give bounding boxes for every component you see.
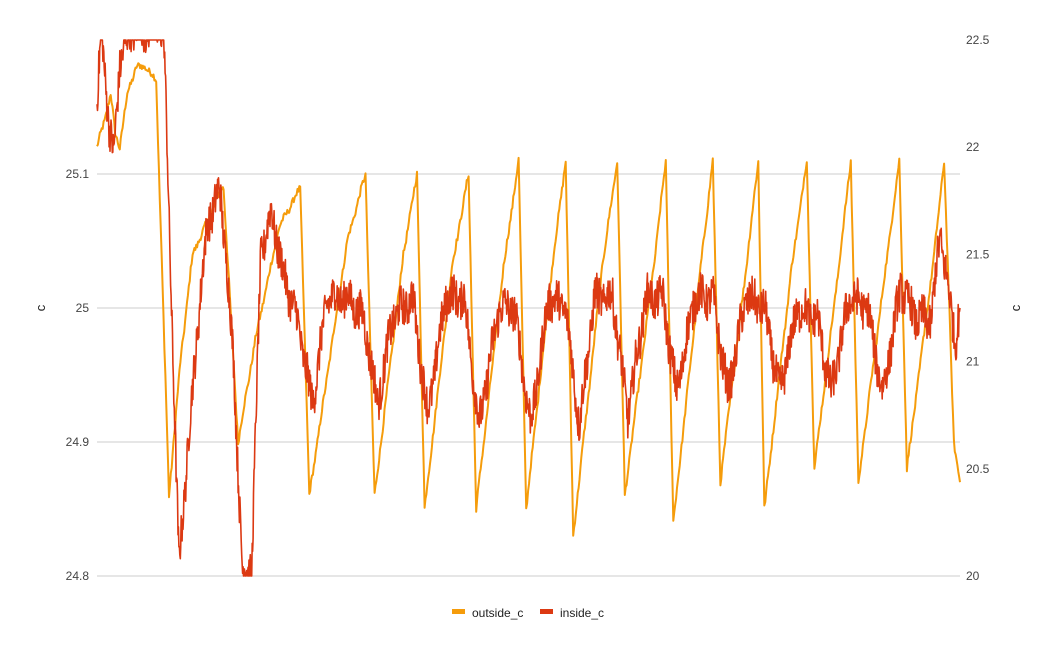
left-axis-title: c [33,304,48,311]
right-axis-title: c [1008,304,1023,311]
legend: outside_c inside_c [452,606,604,620]
right-tick-label: 21.5 [966,247,990,261]
right-tick-label: 20.5 [966,462,990,476]
legend-swatch-inside [540,609,553,614]
left-tick-label: 24.9 [66,435,90,449]
left-tick-label: 24.8 [66,569,90,583]
series-lines [96,39,961,577]
legend-label-outside: outside_c [472,606,523,620]
left-y-axis: 24.8 24.9 25 25.1 [66,167,90,583]
right-y-axis: 20 20.5 21 21.5 22 22.5 [966,33,990,583]
legend-label-inside: inside_c [560,606,604,620]
right-tick-label: 21 [966,355,980,369]
legend-swatch-outside [452,609,465,614]
left-tick-label: 25.1 [66,167,90,181]
left-tick-label: 25 [76,301,90,315]
gridlines [97,173,960,577]
right-tick-label: 22 [966,140,980,154]
right-tick-label: 20 [966,569,980,583]
series-line-inside_c [96,39,961,577]
right-tick-label: 22.5 [966,33,990,47]
series-line-outside_c [96,62,961,537]
